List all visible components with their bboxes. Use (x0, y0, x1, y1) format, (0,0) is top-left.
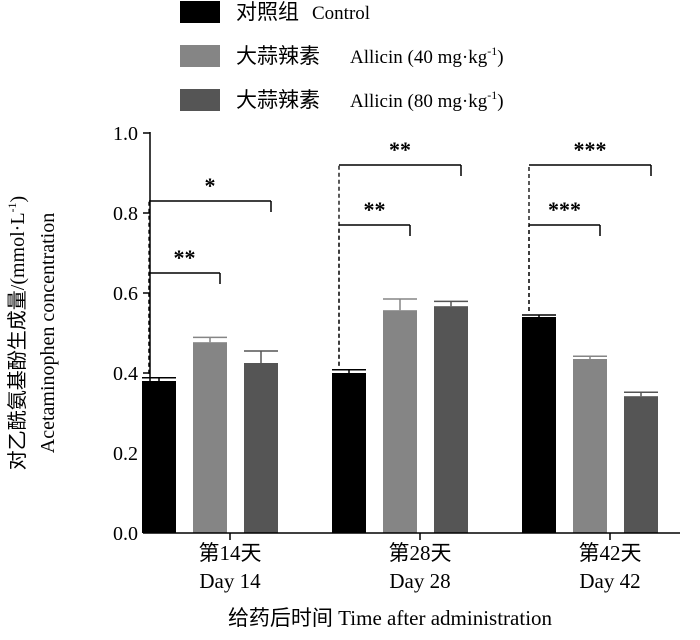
bar (624, 396, 658, 533)
significance-label: ** (389, 137, 411, 162)
legend-swatch (180, 45, 220, 67)
legend-label-cn: 对照组 (236, 0, 299, 24)
x-tick-label-cn: 第14天 (199, 541, 262, 565)
bar (434, 306, 468, 533)
y-axis-label-cn: 对乙酰氨基酚生成量/(mmol·L-1) (5, 196, 29, 470)
significance-label: * (205, 173, 216, 198)
bar (142, 381, 176, 533)
x-tick-label-en: Day 42 (579, 569, 640, 593)
x-axis: 第14天 Day 14 第28天 Day 28 第42天 Day 42 (150, 532, 680, 593)
bar (383, 310, 417, 533)
y-axis-label: 对乙酰氨基酚生成量/(mmol·L-1) Acetaminophen concen… (5, 196, 59, 470)
bar (244, 363, 278, 533)
y-tick-label: 0.6 (113, 283, 138, 305)
legend-label-cn: 大蒜辣素 (236, 88, 320, 112)
y-tick-label: 0.2 (113, 443, 138, 465)
plot-area: ************* (142, 137, 658, 533)
x-tick-label-en: Day 28 (389, 569, 450, 593)
legend-label-en: Allicin (40 mg·kg-1) (350, 44, 504, 68)
y-tick-label: 0.0 (113, 523, 138, 545)
bar (522, 317, 556, 533)
y-axis: 0.0 0.2 0.4 0.6 0.8 1.0 (113, 123, 151, 545)
x-tick-label-cn: 第28天 (389, 541, 452, 565)
x-tick-label-en: Day 14 (199, 569, 261, 593)
y-tick-label: 1.0 (113, 123, 138, 145)
y-tick-label: 0.4 (113, 363, 138, 385)
significance-label: *** (574, 137, 607, 162)
legend: 对照组 Control 大蒜辣素 Allicin (40 mg·kg-1) 大蒜辣素 Al… (180, 0, 504, 112)
bar (193, 342, 227, 533)
significance-label: *** (548, 197, 581, 222)
x-tick-label-cn: 第42天 (579, 541, 642, 565)
significance-label: ** (364, 197, 386, 222)
significance-label: ** (174, 245, 196, 270)
bar (573, 359, 607, 533)
legend-swatch (180, 1, 220, 23)
legend-label-cn: 大蒜辣素 (236, 44, 320, 68)
legend-label-en: Control (312, 3, 370, 24)
bar (332, 373, 366, 533)
x-axis-label: 给药后时间 Time after administration (228, 606, 553, 630)
legend-swatch (180, 89, 220, 111)
y-axis-label-en: Acetaminophen concentration (37, 213, 59, 453)
y-tick-label: 0.8 (113, 203, 138, 225)
legend-label-en: Allicin (80 mg·kg-1) (350, 88, 504, 112)
